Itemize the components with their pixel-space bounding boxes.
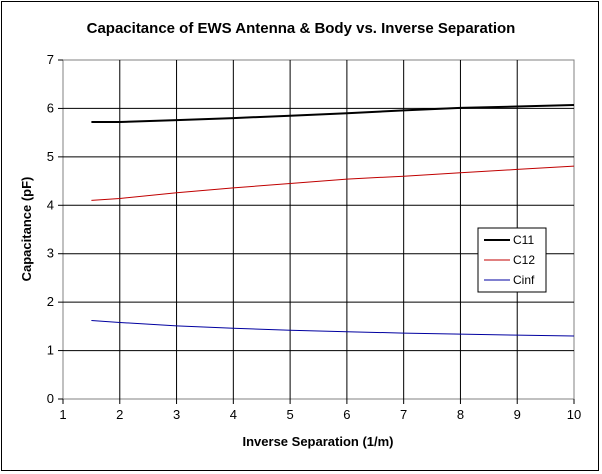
x-tick-label: 4	[230, 407, 237, 422]
y-tick-label: 2	[47, 294, 54, 309]
legend: C11 C12 Cinf	[477, 227, 547, 293]
y-tick-label: 1	[47, 343, 54, 358]
y-tick-labels: 0 1 2 3 4 5 6 7	[47, 52, 54, 406]
x-tick-label: 3	[173, 407, 180, 422]
series-lines	[91, 104, 575, 337]
x-tick-label: 1	[59, 407, 66, 422]
x-tick-label: 2	[116, 407, 123, 422]
series-line-c11	[91, 104, 575, 123]
legend-box	[477, 227, 547, 293]
x-tick-label: 9	[514, 407, 521, 422]
series-line-c12	[91, 165, 575, 201]
x-tick-label: 8	[457, 407, 464, 422]
x-tick-label: 10	[567, 407, 581, 422]
y-tick-label: 5	[47, 149, 54, 164]
x-axis-label: Inverse Separation (1/m)	[243, 434, 394, 449]
x-tick-label: 5	[286, 407, 293, 422]
y-tick-label: 4	[47, 197, 54, 212]
legend-label-cinf: Cinf	[513, 273, 535, 287]
x-tick-label: 7	[400, 407, 407, 422]
series-line-cinf	[91, 320, 575, 337]
y-tick-label: 6	[47, 100, 54, 115]
y-tick-label: 7	[47, 52, 54, 67]
x-tick-label: 6	[343, 407, 350, 422]
chart-title: Capacitance of EWS Antenna & Body vs. In…	[87, 20, 516, 37]
y-tick-label: 0	[47, 391, 54, 406]
legend-label-c11: C11	[513, 233, 534, 247]
gridlines	[58, 59, 575, 404]
legend-label-c12: C12	[513, 253, 535, 267]
y-tick-label: 3	[47, 246, 54, 261]
x-tick-labels: 1 2 3 4 5 6 7 8 9 10	[59, 407, 581, 422]
y-axis-label: Capacitance (pF)	[19, 177, 34, 282]
